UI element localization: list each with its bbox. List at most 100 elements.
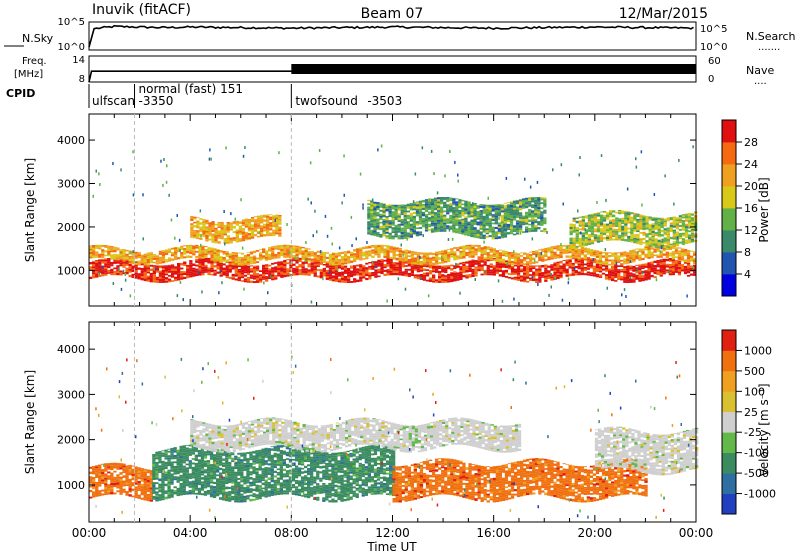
heatmap-cell: [129, 250, 131, 254]
heatmap-cell: [161, 483, 165, 487]
heatmap-cell: [280, 249, 284, 252]
heatmap-cell: [371, 249, 375, 252]
heatmap-cell: [386, 269, 390, 271]
heatmap-cell: [662, 266, 666, 269]
heatmap-cell: [440, 199, 444, 202]
heatmap-cell: [272, 219, 276, 221]
heatmap-cell: [671, 273, 675, 276]
heatmap-cell: [292, 258, 296, 260]
heatmap-cell: [265, 279, 269, 282]
heatmap-cell: [252, 255, 257, 258]
heatmap-cell: [529, 279, 533, 281]
heatmap-cell: [198, 245, 202, 249]
heatmap-cell: [107, 475, 111, 478]
heatmap-cell: [534, 225, 538, 228]
heatmap-cell: [509, 218, 514, 221]
heatmap-cell: [110, 254, 114, 257]
heatmap-cell: [550, 255, 554, 258]
heatmap-cell: [195, 260, 199, 263]
heatmap-cell: [259, 274, 263, 277]
heatmap-cell: [532, 279, 536, 282]
heatmap-cell: [322, 257, 326, 260]
heatmap-cell: [125, 484, 129, 486]
heatmap-cell: [140, 497, 144, 500]
heatmap-cell: [243, 274, 248, 277]
heatmap-cell: [110, 250, 114, 253]
heatmap-cell: [107, 272, 111, 274]
heatmap-cell: [684, 213, 689, 216]
heatmap-cell: [665, 271, 669, 274]
heatmap-cell: [671, 254, 675, 257]
heatmap-cell: [473, 205, 477, 208]
heatmap-cell: [665, 255, 669, 259]
heatmap-cell: [128, 488, 132, 491]
heatmap-cell: [596, 234, 601, 237]
heatmap-cell: [485, 213, 489, 217]
heatmap-cell: [265, 269, 269, 273]
heatmap-cell: [507, 261, 512, 262]
heatmap-cell: [400, 229, 404, 232]
heatmap-cell: [122, 463, 126, 466]
heatmap-cell: [179, 488, 183, 490]
heatmap-cell: [690, 224, 695, 227]
heatmap-cell: [497, 210, 501, 213]
heatmap-cell: [406, 203, 410, 205]
heatmap-cell: [377, 245, 381, 247]
heatmap-cell: [104, 483, 108, 486]
heatmap-cell: [298, 250, 302, 253]
heatmap-cell: [131, 465, 135, 467]
heatmap-cell: [98, 172, 100, 176]
heatmap-cell: [501, 265, 506, 268]
heatmap-cell: [568, 273, 572, 277]
heatmap-cell: [437, 205, 441, 209]
heatmap-cell: [110, 481, 114, 483]
heatmap-cell: [272, 220, 276, 223]
heatmap-cell: [430, 149, 433, 153]
heatmap-cell: [119, 463, 123, 464]
heatmap-cell: [174, 272, 178, 275]
heatmap-cell: [122, 490, 126, 493]
heatmap-cell: [158, 494, 162, 497]
heatmap-cell: [574, 273, 578, 276]
heatmap-cell: [371, 268, 375, 270]
heatmap-cell: [196, 222, 200, 225]
heatmap-cell: [382, 210, 386, 213]
heatmap-cell: [480, 268, 484, 271]
heatmap-cell: [189, 262, 193, 265]
heatmap-cell: [534, 215, 538, 218]
heatmap-cell: [537, 204, 541, 208]
heatmap-cell: [225, 251, 229, 253]
heatmap-cell: [473, 212, 477, 215]
heatmap-cell: [693, 251, 697, 254]
heatmap-cell: [409, 214, 413, 217]
heatmap-cell: [556, 245, 560, 247]
heatmap-cell: [447, 259, 451, 262]
heatmap-cell: [198, 248, 202, 251]
heatmap-cell: [104, 467, 108, 470]
heatmap-cell: [602, 211, 607, 212]
heatmap-cell: [119, 262, 123, 265]
heatmap-cell: [662, 253, 666, 256]
heatmap-cell: [256, 235, 261, 238]
heatmap-cell: [116, 476, 120, 479]
heatmap-cell: [630, 235, 634, 238]
heatmap-cell: [465, 261, 469, 264]
heatmap-cell: [406, 223, 410, 226]
heatmap-cell: [468, 253, 472, 256]
heatmap-cell: [418, 216, 423, 219]
heatmap-cell: [494, 231, 498, 233]
heatmap-cell: [648, 233, 652, 236]
heatmap-cell: [427, 294, 430, 298]
heatmap-cell: [359, 274, 363, 277]
heatmap-cell: [249, 265, 254, 267]
heatmap-cell: [578, 220, 582, 223]
heatmap-cell: [101, 489, 105, 492]
heatmap-cell: [328, 269, 333, 272]
heatmap-cell: [101, 258, 105, 260]
heatmap-cell: [672, 223, 676, 226]
heatmap-cell: [182, 483, 186, 485]
heatmap-cell: [609, 221, 613, 224]
heatmap-cell: [538, 258, 542, 262]
heatmap-cell: [223, 224, 227, 227]
heatmap-cell: [497, 212, 501, 214]
